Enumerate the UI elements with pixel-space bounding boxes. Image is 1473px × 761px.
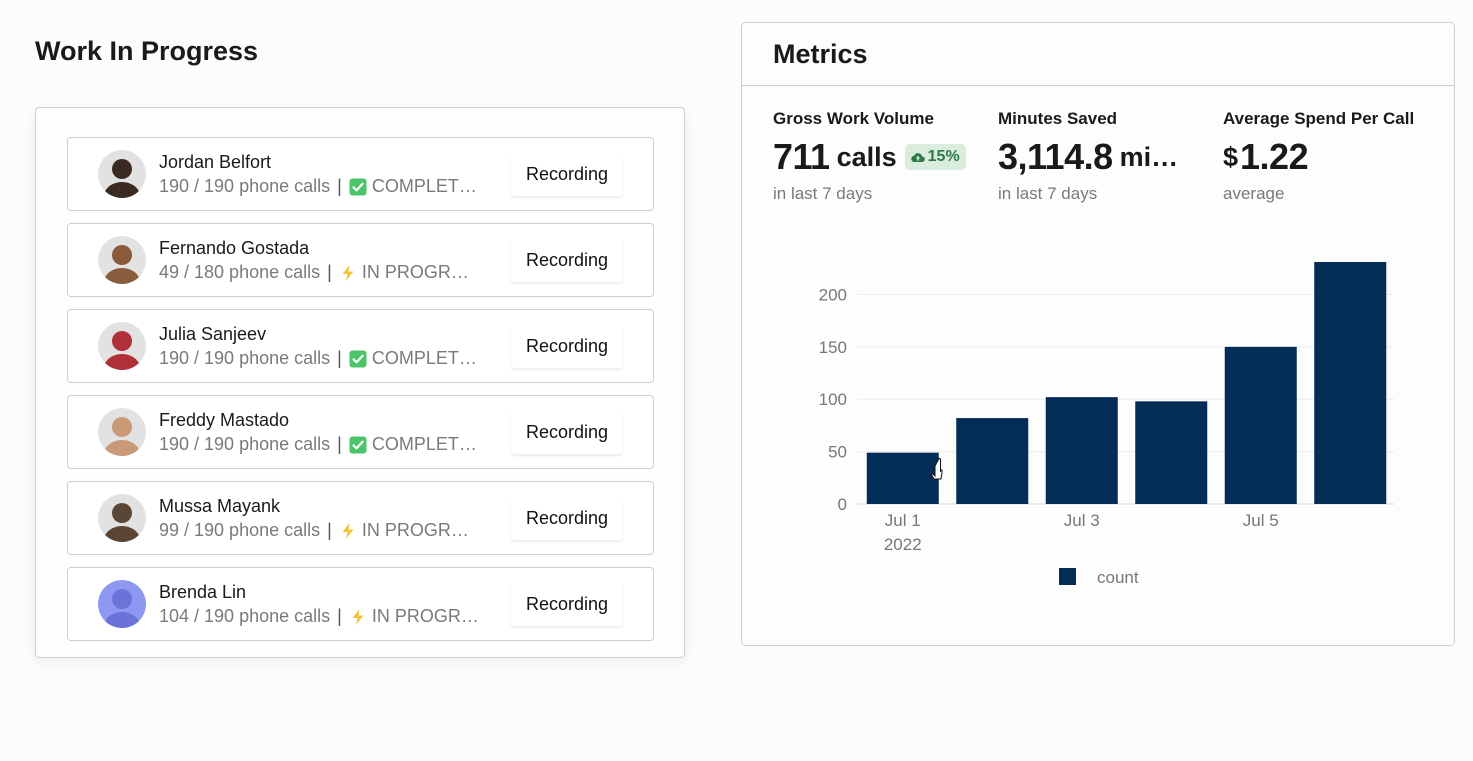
worker-card[interactable]: Fernando Gostada 49 / 180 phone calls | IN … <box>67 223 654 297</box>
bar <box>956 418 1029 504</box>
call-count: 99 / 190 phone calls <box>159 520 321 540</box>
badge-text: 15% <box>927 148 960 165</box>
bar <box>1314 262 1387 504</box>
y-tick-label: 100 <box>819 390 847 409</box>
recording-button[interactable]: Recording <box>511 410 623 454</box>
divider: | <box>327 262 332 282</box>
worker-name: Brenda Lin <box>159 582 247 602</box>
metrics-header: Metrics <box>742 23 1454 86</box>
call-count: 49 / 180 phone calls <box>159 262 321 282</box>
legend-swatch <box>1059 568 1076 585</box>
worker-name: Julia Sanjeev <box>159 324 267 344</box>
y-tick-label: 0 <box>838 495 847 514</box>
worker-card[interactable]: Julia Sanjeev 190 / 190 phone calls | COMPL… <box>67 309 654 383</box>
bar <box>866 452 939 504</box>
kpi-note: in last 7 days <box>773 184 873 203</box>
worker-progress: 190 / 190 phone calls | COMPLETED <box>159 348 484 369</box>
bar <box>1224 346 1297 504</box>
worker-name: Jordan Belfort <box>159 152 272 172</box>
divider: | <box>327 520 332 540</box>
wip-title: Work In Progress <box>35 36 259 66</box>
call-count: 190 / 190 phone calls <box>159 348 331 368</box>
x-tick-label: Jul 1 <box>885 511 921 530</box>
recording-button[interactable]: Recording <box>511 152 623 196</box>
y-tick-label: 200 <box>819 285 847 304</box>
x-tick-label: Jul 3 <box>1064 511 1100 530</box>
bar <box>1045 397 1118 504</box>
recording-button[interactable]: Recording <box>511 582 623 626</box>
worker-list: Jordan Belfort 190 / 190 phone calls | COMP… <box>67 137 654 653</box>
kpi-minutes-saved: Minutes Saved 3,114.8 minutes in last 7 … <box>998 109 1203 204</box>
divider: | <box>337 606 342 626</box>
worker-progress: 99 / 190 phone calls | IN PROGRESS <box>159 520 474 541</box>
divider: | <box>337 176 342 196</box>
worker-name: Mussa Mayank <box>159 496 281 516</box>
worker-progress: 190 / 190 phone calls | COMPLETED <box>159 176 484 197</box>
status-text: IN PROGRESS <box>361 262 474 282</box>
check-mark-icon <box>349 350 367 368</box>
metrics-panel: Metrics Gross Work Volume 711 calls 15% … <box>741 22 1455 646</box>
lightning-icon <box>339 264 357 282</box>
worker-card[interactable]: Mussa Mayank 99 / 190 phone calls | IN PROG… <box>67 481 654 555</box>
status-text: COMPLETED <box>371 434 484 454</box>
status-text: IN PROGRESS <box>361 520 474 540</box>
x-tick-label: Jul 5 <box>1243 511 1279 530</box>
avatar <box>98 236 146 284</box>
avatar <box>98 408 146 456</box>
bar <box>1135 401 1208 504</box>
worker-progress: 104 / 190 phone calls | IN PROGRESS <box>159 606 484 627</box>
status-text: COMPLETED <box>371 348 484 368</box>
kpi-average-spend: Average Spend Per Call $ 1.22 average <box>1223 109 1423 204</box>
kpi-value: 711 <box>773 136 830 177</box>
call-count: 190 / 190 phone calls <box>159 434 331 454</box>
recording-button[interactable]: Recording <box>511 496 623 540</box>
kpi-value: 3,114.8 <box>998 136 1113 177</box>
kpi-unit: calls <box>836 141 897 172</box>
avatar <box>98 580 146 628</box>
call-count: 190 / 190 phone calls <box>159 176 331 196</box>
avatar <box>98 322 146 370</box>
lightning-icon <box>339 522 357 540</box>
wip-panel: Jordan Belfort 190 / 190 phone calls | COMP… <box>35 107 685 658</box>
y-tick-label: 150 <box>819 338 847 357</box>
worker-progress: 190 / 190 phone calls | COMPLETED <box>159 434 484 455</box>
avatar <box>98 494 146 542</box>
kpi-gross-work-volume: Gross Work Volume 711 calls 15% in last … <box>773 109 978 204</box>
recording-button[interactable]: Recording <box>511 324 623 368</box>
legend-label: count <box>1097 568 1139 587</box>
trend-badge: 15% <box>904 144 966 170</box>
x-year-label: 2022 <box>884 535 922 554</box>
status-text: COMPLETED <box>371 176 484 196</box>
metrics-title: Metrics <box>773 39 868 69</box>
worker-card[interactable]: Jordan Belfort 190 / 190 phone calls | COMP… <box>67 137 654 211</box>
kpi-note: average <box>1223 184 1285 203</box>
kpi-currency: $ <box>1223 141 1239 172</box>
call-count: 104 / 190 phone calls <box>159 606 331 626</box>
pointer-cursor-icon <box>930 458 943 480</box>
check-mark-icon <box>349 178 367 196</box>
divider: | <box>337 434 342 454</box>
cloud-up-icon <box>910 152 925 162</box>
worker-progress: 49 / 180 phone calls | IN PROGRESS <box>159 262 474 283</box>
worker-name: Fernando Gostada <box>159 238 310 258</box>
lightning-icon <box>349 608 367 626</box>
kpi-note: in last 7 days <box>998 184 1098 203</box>
worker-card[interactable]: Brenda Lin 104 / 190 phone calls | IN PROGR… <box>67 567 654 641</box>
avatar <box>98 150 146 198</box>
bar-chart: 0 50 100 150 200 Jul 1 Jul 3 Jul 5 2022 count <box>819 262 1394 587</box>
divider: | <box>337 348 342 368</box>
recording-button[interactable]: Recording <box>511 238 623 282</box>
status-text: IN PROGRESS <box>371 606 484 626</box>
worker-card[interactable]: Freddy Mastado 190 / 190 phone calls | COMP… <box>67 395 654 469</box>
check-mark-icon <box>349 436 367 454</box>
y-tick-label: 50 <box>828 443 847 462</box>
kpi-value: 1.22 <box>1240 136 1309 177</box>
worker-name: Freddy Mastado <box>159 410 290 430</box>
